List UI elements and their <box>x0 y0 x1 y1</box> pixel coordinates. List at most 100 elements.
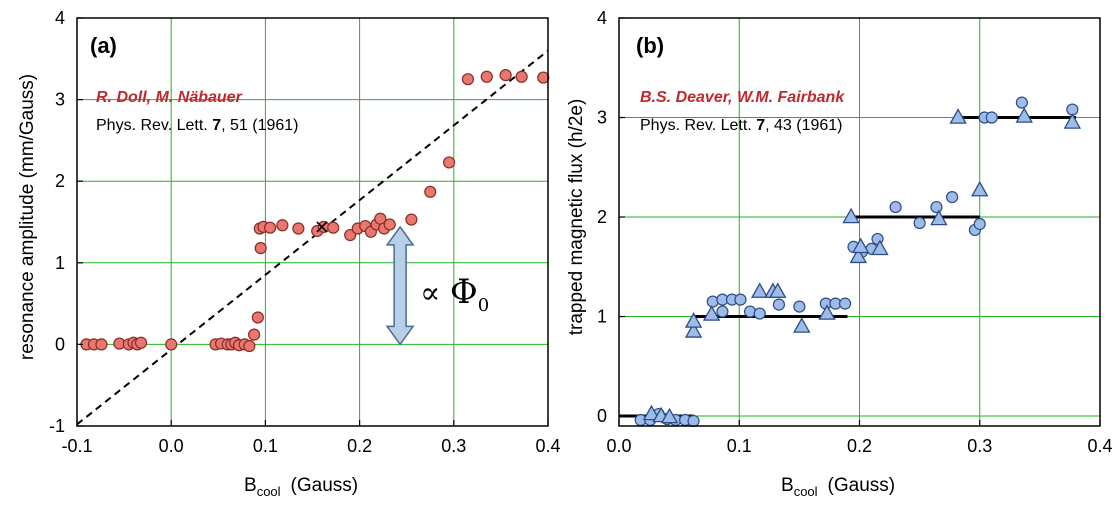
panel-a-ref-journal: Phys. Rev. Lett. <box>96 117 212 134</box>
data-point <box>243 339 256 353</box>
y-tick-label: 0 <box>55 334 65 354</box>
data-point <box>292 222 305 235</box>
panel-b-authors: B.S. Deaver, W.M. Fairbank <box>640 89 845 106</box>
data-point <box>838 297 852 310</box>
panel-a-prop-symbol: ∝ <box>420 276 450 311</box>
data-point <box>515 70 528 83</box>
data-point-triangle <box>642 404 661 421</box>
x-tick-label: 0.3 <box>967 436 992 456</box>
x-tick-label: 0.0 <box>606 436 631 456</box>
panel-a-phi-subscript: 0 <box>478 295 489 316</box>
data-point-triangle <box>842 207 860 224</box>
panel-a-reference: Phys. Rev. Lett. 7, 51 (1961) <box>96 117 299 134</box>
panel-a-xlabel-main: B <box>244 475 257 496</box>
panel-b-ref-volume: 7 <box>756 117 765 134</box>
data-point-triangle <box>849 247 868 264</box>
data-point <box>165 338 178 351</box>
data-point <box>134 336 148 349</box>
panel-b-xlabel-sub: cool <box>794 484 818 499</box>
panel-a: -0.1 0.0 0.1 0.2 0.3 0.4 -1 0 1 2 3 4 (a) R. Doll, … <box>17 8 561 499</box>
data-point-triangle <box>702 305 721 321</box>
y-tick-label: 2 <box>55 171 65 191</box>
panel-a-ref-volume: 7 <box>212 117 221 134</box>
y-tick-label: -1 <box>49 416 65 436</box>
x-tick-label: 0.1 <box>253 436 278 456</box>
panel-a-flux-annotation: ∝ Φ0 <box>420 272 489 316</box>
data-point-triangle <box>793 317 811 333</box>
data-point-triangle <box>769 282 787 298</box>
panel-a-lines <box>76 49 549 426</box>
double-arrow-icon <box>385 225 415 346</box>
data-point <box>973 217 986 231</box>
data-point <box>442 156 456 169</box>
x-tick-label: 0.2 <box>847 436 872 456</box>
panel-b-ref-journal: Phys. Rev. Lett. <box>640 117 756 134</box>
data-point-triangle <box>660 407 679 424</box>
data-point <box>889 200 902 214</box>
panel-b-lines <box>619 116 1076 418</box>
data-point <box>913 216 926 230</box>
panel-b-x-axis-label: Bcool (Gauss) <box>781 475 895 499</box>
y-tick-label: 0 <box>597 406 607 426</box>
panel-a-points <box>80 69 550 353</box>
data-point <box>734 293 747 306</box>
y-tick-label: 1 <box>597 307 607 327</box>
panel-a-grid <box>77 18 548 426</box>
panel-a-tick-labels: -0.1 0.0 0.1 0.2 0.3 0.4 -1 0 1 2 3 4 <box>49 8 561 456</box>
y-tick-label: 1 <box>55 253 65 273</box>
panel-b-label: (b) <box>636 33 664 58</box>
panel-b-y-axis-label: trapped magnetic flux (h/2e) <box>566 99 587 336</box>
cross-marker <box>316 221 328 233</box>
panel-a-ref-rest: , 51 (1961) <box>221 117 298 134</box>
data-point <box>424 185 437 198</box>
panel-a-authors: R. Doll, M. Näbauer <box>96 89 243 106</box>
data-point <box>383 218 396 231</box>
data-point <box>716 305 729 318</box>
x-tick-label: 0.0 <box>159 436 184 456</box>
panel-a-frame <box>76 17 549 427</box>
data-point <box>276 219 289 232</box>
panel-b-ref-rest: , 43 (1961) <box>765 117 842 134</box>
data-point <box>1015 96 1028 109</box>
panel-b-reference: Phys. Rev. Lett. 7, 43 (1961) <box>640 117 843 134</box>
panel-b-tick-labels: 0.0 0.1 0.2 0.3 0.4 0 1 2 3 4 <box>597 8 1113 456</box>
data-point <box>753 307 766 320</box>
panel-a-x-axis-label: Bcool (Gauss) <box>244 475 358 499</box>
x-tick-label: 0.1 <box>727 436 752 456</box>
y-tick-label: 3 <box>597 108 607 128</box>
data-point <box>95 338 108 351</box>
data-point-triangle <box>1015 107 1033 123</box>
data-point <box>251 311 264 324</box>
data-point <box>254 242 267 255</box>
x-tick-label: -0.1 <box>61 436 92 456</box>
data-point <box>930 200 943 214</box>
panel-b-grid <box>619 18 1100 426</box>
data-point <box>344 228 357 242</box>
data-point-triangle <box>818 304 836 320</box>
panel-a-y-axis-label: resonance amplitude (mm/Gauss) <box>17 74 38 360</box>
y-tick-label: 2 <box>597 207 607 227</box>
y-tick-label: 4 <box>597 8 607 28</box>
panel-b-xlabel-unit: (Gauss) <box>828 475 896 496</box>
data-point <box>687 414 700 428</box>
data-point-triangle <box>851 237 870 254</box>
data-point <box>985 111 998 124</box>
y-tick-label: 4 <box>55 8 65 28</box>
data-point <box>537 71 550 84</box>
panel-b-xlabel-main: B <box>781 475 794 496</box>
data-point-triangle <box>1063 113 1082 129</box>
panel-a-xlabel-sub: cool <box>257 484 281 499</box>
data-point <box>793 300 806 313</box>
dashed-reference-line <box>76 49 549 426</box>
x-tick-label: 0.2 <box>347 436 372 456</box>
data-point <box>772 298 786 311</box>
data-point <box>499 69 512 82</box>
data-point-triangle <box>930 209 948 226</box>
y-tick-label: 3 <box>55 90 65 110</box>
data-point-triangle <box>750 282 769 298</box>
data-point-triangle <box>971 180 989 197</box>
panel-b: 0.0 0.1 0.2 0.3 0.4 0 1 2 3 4 (b) B.S. Deaver, W.… <box>566 8 1113 499</box>
panel-a-xlabel-unit: (Gauss) <box>291 475 359 496</box>
x-tick-label: 0.4 <box>1087 436 1112 456</box>
